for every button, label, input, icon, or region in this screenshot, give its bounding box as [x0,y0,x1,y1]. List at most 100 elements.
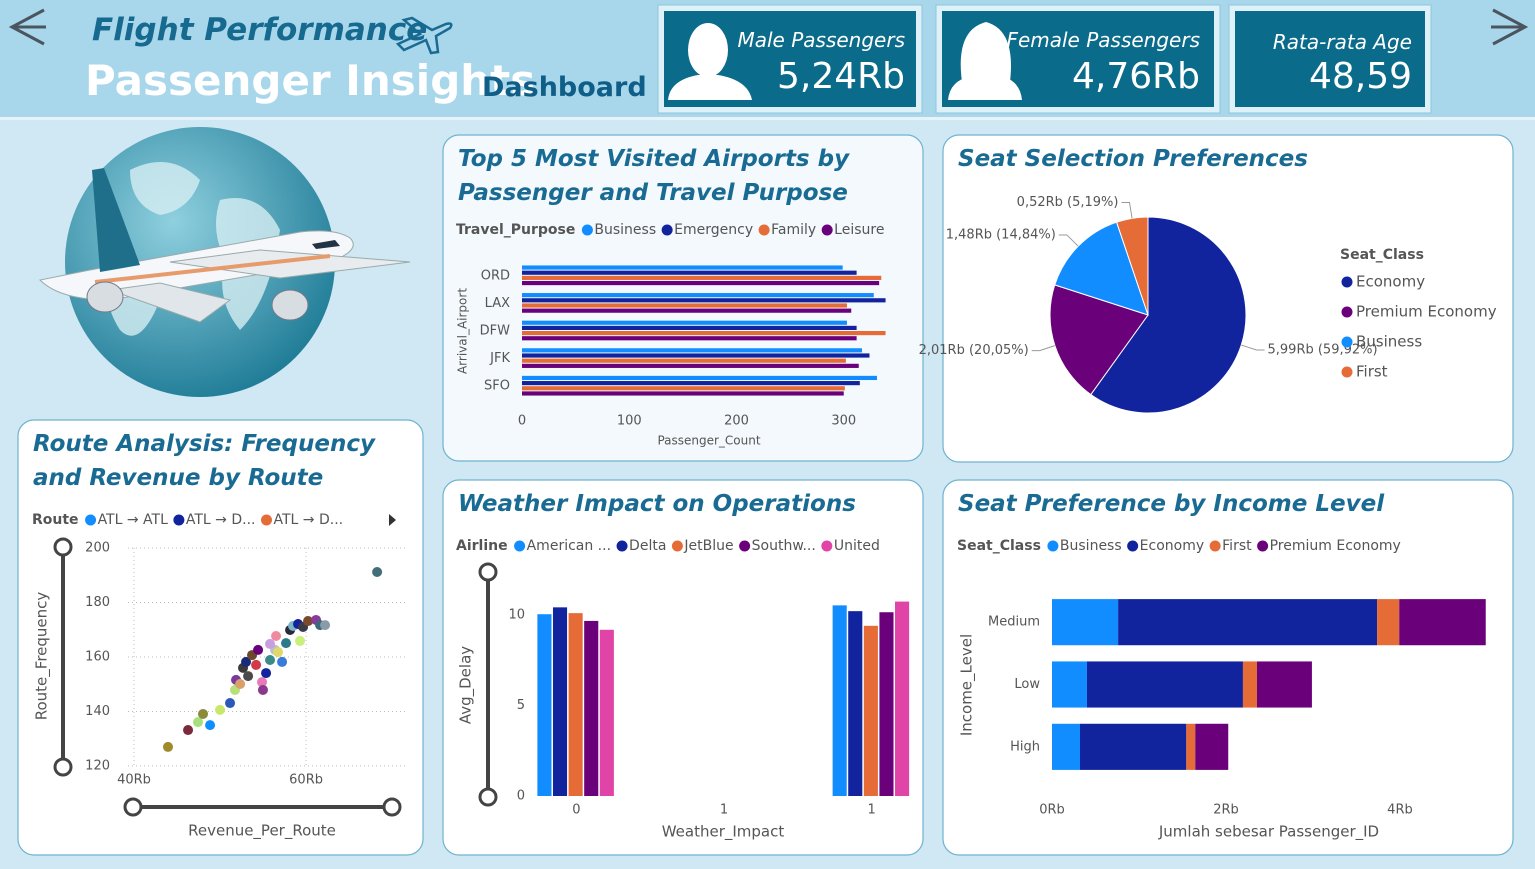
leader-line [1031,345,1056,352]
slider-handle[interactable] [382,797,402,817]
legend-label: Premium Economy [1270,538,1401,554]
kpi-value: 5,24Rb [776,56,905,97]
legend-label: First [1356,363,1388,381]
leader-line [1058,234,1079,247]
legend-marker [1047,540,1059,552]
y-tick-label: 180 [85,595,110,610]
scatter-point [303,616,314,627]
female-icon-hair [960,22,1011,82]
legend-marker [616,540,628,552]
legend-label: Delta [629,538,666,554]
x-tick-label: 4Rb [1387,803,1413,818]
legend-label: Emergency [674,222,753,238]
x-axis-title: Revenue_Per_Route [188,822,336,841]
bar [522,353,870,358]
y-tick-label: Low [1014,677,1040,692]
header-subtitle-suffix: Dashboard [482,72,647,103]
legend-marker [758,224,770,236]
x-tick-label: 200 [724,414,749,429]
y-tick-label: 160 [85,650,110,665]
legend-label: Economy [1140,538,1204,554]
male-icon-head [688,23,728,77]
y-tick-label: Medium [988,615,1040,630]
legend-title: Seat_Class [1340,247,1424,263]
x-tick-label: 100 [617,414,642,429]
bar-segment [1080,723,1187,770]
pie-slice [1115,216,1149,316]
legend-marker [1341,366,1353,378]
y-axis-title: Route_Frequency [33,592,52,721]
x-tick-label: 0 [518,414,526,429]
bar [522,375,877,381]
scatter-point [163,741,174,752]
legend-label: Southw... [752,538,816,554]
scatter-point [265,654,276,665]
legend-marker [1127,540,1139,552]
scatter-point [281,638,292,649]
bar [552,607,568,796]
plane-engine [86,281,124,313]
scatter-point [372,566,383,577]
y-tick-label: High [1010,739,1040,754]
bar [584,620,599,796]
pie-slice [1054,221,1149,316]
legend-marker [1341,306,1353,318]
bar-segment [1399,599,1486,646]
legend-label: Economy [1356,273,1425,291]
legend-marker [173,514,185,526]
scatter-point [225,698,236,709]
legend-scroll[interactable] [389,514,396,526]
kpi-label: Male Passengers [737,28,905,52]
legend-label: United [834,538,880,554]
slider-handle[interactable] [53,757,73,777]
bar [522,320,847,325]
bar [599,629,614,796]
chart-title: Weather Impact on Operations [458,491,856,517]
x-axis-title: Jumlah sebesar Passenger_ID [1158,823,1379,842]
scatter-point [243,671,254,682]
scatter-point [251,659,262,670]
slider-handle[interactable] [478,787,498,807]
female-icon-body [948,76,1022,100]
plane-stripe [94,254,331,284]
bar-segment [1086,661,1243,708]
bar [863,625,878,796]
y-tick-label: 120 [85,759,110,774]
slider-handle[interactable] [478,562,498,582]
bar [522,265,843,270]
x-tick-label: 0 [572,803,580,818]
leader-line [1121,202,1133,219]
data-label: 0,52Rb (5,19%) [1017,195,1119,210]
bar [537,614,552,796]
legend-marker [661,224,673,236]
leader-line [1241,344,1265,351]
scatter-point [198,708,209,719]
slider-handle[interactable] [123,797,143,817]
scatter-point [261,668,272,679]
pie-slice [1049,284,1149,396]
slider-handle[interactable] [53,537,73,557]
panel [17,419,424,856]
chart-title: Top 5 Most Visited Airports by Passenger… [458,146,850,206]
bar [522,298,886,303]
legend-title: Airline [456,538,508,554]
bar-segment [1052,723,1081,770]
y-tick-label: SFO [484,379,510,394]
legend-label: ATL → D... [274,512,344,528]
bar [522,270,857,275]
bar-segment [1377,599,1400,646]
scatter-point [295,635,306,646]
bar [522,280,880,286]
bar-segment [1052,599,1119,646]
pie-slice [1090,216,1247,414]
y-tick-label: LAX [485,296,510,311]
scatter-point [215,704,226,715]
bar [522,325,857,330]
y-tick-label: DFW [480,324,510,339]
bar [522,363,859,368]
legend-marker [85,514,97,526]
legend-marker [261,514,272,526]
bar [522,348,862,353]
legend-marker [821,540,833,552]
